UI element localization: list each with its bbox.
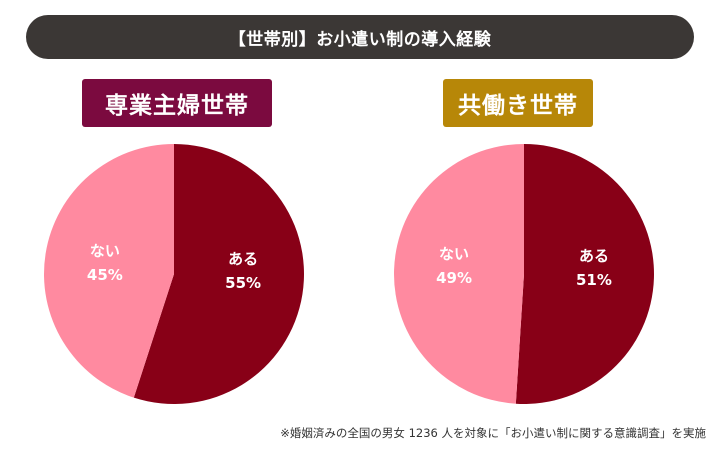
pie-slice-yes xyxy=(515,144,655,404)
slice-label: ない xyxy=(439,245,469,263)
pie-slice-no xyxy=(394,144,524,404)
slice-label: ない xyxy=(90,242,120,260)
slice-label: ある xyxy=(579,247,609,265)
pie-slice-no xyxy=(44,144,175,398)
chart-title: 【世帯別】お小遣い制の導入経験 xyxy=(26,15,694,59)
slice-value-label: 51% xyxy=(576,271,612,289)
slice-value-label: 45% xyxy=(87,266,123,284)
pie-chart-single-income: ある 55% ない 45% xyxy=(44,144,305,404)
slice-label: ある xyxy=(228,250,258,268)
pie-chart-dual-income: ある 51% ない 49% xyxy=(394,144,655,404)
pie-slice-yes xyxy=(133,144,305,404)
slice-value-label: 49% xyxy=(436,269,472,287)
group-label-dual-income: 共働き世帯 xyxy=(443,79,593,127)
slice-value-label: 55% xyxy=(225,274,261,292)
group-label-single-income: 専業主婦世帯 xyxy=(82,79,272,127)
footnote: ※婚姻済みの全国の男女 1236 人を対象に「お小遣い制に関する意識調査」を実施 xyxy=(280,426,706,440)
